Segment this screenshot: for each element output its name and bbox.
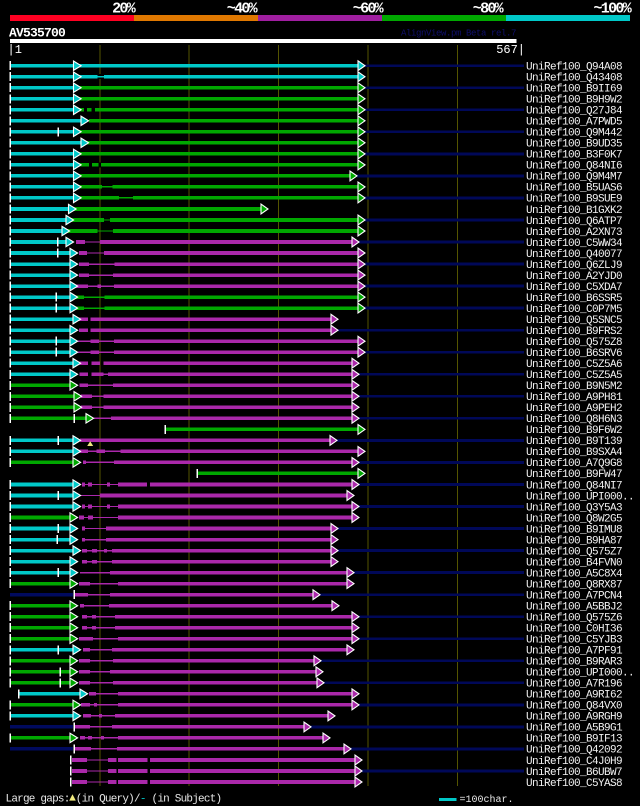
svg-text:UniRef100_B6SSR5: UniRef100_B6SSR5 xyxy=(526,293,622,305)
svg-text:UniRef100_C0P7M5: UniRef100_C0P7M5 xyxy=(526,304,622,316)
svg-text:UniRef100_Q43408: UniRef100_Q43408 xyxy=(526,73,622,85)
svg-text:UniRef100_C5Z5A5: UniRef100_C5Z5A5 xyxy=(526,370,622,382)
svg-text:UniRef100_Q5SNC5: UniRef100_Q5SNC5 xyxy=(526,315,622,327)
svg-text:UniRef100_B5UAS6: UniRef100_B5UAS6 xyxy=(526,183,622,195)
svg-text:UniRef100_B9H9W2: UniRef100_B9H9W2 xyxy=(526,95,622,107)
svg-text:UniRef100_B9SXA4: UniRef100_B9SXA4 xyxy=(526,447,623,459)
svg-text:UniRef100_Q6ZLJ9: UniRef100_Q6ZLJ9 xyxy=(526,260,622,272)
svg-text:AlignView.pm Beta rel.7: AlignView.pm Beta rel.7 xyxy=(401,29,516,39)
svg-text:UniRef100_B9FRS2: UniRef100_B9FRS2 xyxy=(526,326,622,338)
svg-text:UniRef100_C0HI36: UniRef100_C0HI36 xyxy=(526,624,622,636)
svg-text:UniRef100_Q575Z6: UniRef100_Q575Z6 xyxy=(526,613,622,625)
svg-text:UniRef100_C5YJB3: UniRef100_C5YJB3 xyxy=(526,635,622,647)
svg-text:UniRef100_A5B9G1: UniRef100_A5B9G1 xyxy=(526,723,623,735)
svg-text:UniRef100_Q27J84: UniRef100_Q27J84 xyxy=(526,106,623,118)
svg-text:~40%: ~40% xyxy=(227,0,259,17)
svg-text:UniRef100_A7R196: UniRef100_A7R196 xyxy=(526,679,622,691)
svg-text:UniRef100_A9RI62: UniRef100_A9RI62 xyxy=(526,690,622,702)
svg-text:UniRef100_B3F0K7: UniRef100_B3F0K7 xyxy=(526,150,622,162)
svg-text:UniRef100_B9IMU8: UniRef100_B9IMU8 xyxy=(526,524,622,536)
svg-text:UniRef100_Q84NI6: UniRef100_Q84NI6 xyxy=(526,161,622,173)
svg-text:UniRef100_A7Q9G8: UniRef100_A7Q9G8 xyxy=(526,458,622,470)
svg-text:UniRef100_Q9M442: UniRef100_Q9M442 xyxy=(526,128,622,140)
svg-text:UniRef100_A9RGH9: UniRef100_A9RGH9 xyxy=(526,712,622,724)
svg-text:567|: 567| xyxy=(496,43,525,57)
svg-text:UniRef100_Q9M4M7: UniRef100_Q9M4M7 xyxy=(526,172,622,184)
svg-text:|1: |1 xyxy=(8,43,22,57)
svg-text:UniRef100_C5Z5A6: UniRef100_C5Z5A6 xyxy=(526,359,622,371)
svg-text:UniRef100_Q8H6N3: UniRef100_Q8H6N3 xyxy=(526,414,622,426)
svg-text:UniRef100_C5XDA7: UniRef100_C5XDA7 xyxy=(526,282,622,294)
svg-text:UniRef100_A9PH81: UniRef100_A9PH81 xyxy=(526,392,623,404)
svg-text:UniRef100_B1GXK2: UniRef100_B1GXK2 xyxy=(526,205,622,217)
svg-text:UniRef100_Q575Z8: UniRef100_Q575Z8 xyxy=(526,337,622,349)
svg-text:UniRef100_B9II69: UniRef100_B9II69 xyxy=(526,84,622,96)
svg-text:UniRef100_A2YJD0: UniRef100_A2YJD0 xyxy=(526,271,622,283)
svg-text:20%: 20% xyxy=(112,0,137,17)
svg-text:UniRef100_Q84NI7: UniRef100_Q84NI7 xyxy=(526,480,622,492)
svg-text:UniRef100_B6UBW7: UniRef100_B6UBW7 xyxy=(526,767,622,779)
svg-text:UniRef100_A9PEH2: UniRef100_A9PEH2 xyxy=(526,403,622,415)
svg-text:UniRef100_B9HA87: UniRef100_B9HA87 xyxy=(526,535,622,547)
svg-text:UniRef100_A5BBJ2: UniRef100_A5BBJ2 xyxy=(526,602,622,614)
svg-text:UniRef100_B9F6W2: UniRef100_B9F6W2 xyxy=(526,425,622,437)
svg-text:UniRef100_C4J0H9: UniRef100_C4J0H9 xyxy=(526,756,622,768)
svg-text:=100char.: =100char. xyxy=(460,794,514,806)
svg-text:UniRef100_Q40077: UniRef100_Q40077 xyxy=(526,249,622,261)
svg-text:UniRef100_B9RAR3: UniRef100_B9RAR3 xyxy=(526,657,622,669)
svg-text:~60%: ~60% xyxy=(353,0,385,17)
svg-text:~80%: ~80% xyxy=(473,0,505,17)
svg-text:UniRef100_A7PF91: UniRef100_A7PF91 xyxy=(526,646,623,658)
svg-text:UniRef100_A2XN73: UniRef100_A2XN73 xyxy=(526,227,622,239)
svg-text:UniRef100_Q42092: UniRef100_Q42092 xyxy=(526,745,622,757)
svg-text:UniRef100_C5WW34: UniRef100_C5WW34 xyxy=(526,238,623,250)
svg-text:UniRef100_Q8W2G5: UniRef100_Q8W2G5 xyxy=(526,513,622,525)
svg-text:UniRef100_UPI000..: UniRef100_UPI000.. xyxy=(526,491,634,503)
svg-text:UniRef100_B9T139: UniRef100_B9T139 xyxy=(526,436,622,448)
svg-text:(in Query)/- (in Subject): (in Query)/- (in Subject) xyxy=(76,794,222,806)
svg-text:UniRef100_Q575Z7: UniRef100_Q575Z7 xyxy=(526,546,622,558)
svg-text:UniRef100_UPI000..: UniRef100_UPI000.. xyxy=(526,668,634,680)
svg-text:UniRef100_Q94A08: UniRef100_Q94A08 xyxy=(526,62,622,74)
svg-text:UniRef100_B9IF13: UniRef100_B9IF13 xyxy=(526,734,622,746)
svg-text:UniRef100_Q84VX0: UniRef100_Q84VX0 xyxy=(526,701,622,713)
svg-text:UniRef100_B9FW47: UniRef100_B9FW47 xyxy=(526,469,622,481)
svg-text:UniRef100_A7PCN4: UniRef100_A7PCN4 xyxy=(526,591,623,603)
svg-text:UniRef100_B9SUE9: UniRef100_B9SUE9 xyxy=(526,194,622,206)
svg-text:UniRef100_A7PWD5: UniRef100_A7PWD5 xyxy=(526,117,622,129)
svg-text:UniRef100_B9UD35: UniRef100_B9UD35 xyxy=(526,139,622,151)
svg-text:UniRef100_Q8RX87: UniRef100_Q8RX87 xyxy=(526,579,622,591)
svg-text:~100%: ~100% xyxy=(593,0,632,17)
svg-text:UniRef100_B4FVN0: UniRef100_B4FVN0 xyxy=(526,557,622,569)
svg-text:AV535700: AV535700 xyxy=(9,26,66,41)
svg-text:UniRef100_A5C8X4: UniRef100_A5C8X4 xyxy=(526,568,623,580)
svg-text:UniRef100_Q3Y5A3: UniRef100_Q3Y5A3 xyxy=(526,502,622,514)
svg-text:Large gaps:: Large gaps: xyxy=(6,794,70,806)
svg-text:UniRef100_C5YAS8: UniRef100_C5YAS8 xyxy=(526,778,622,790)
svg-text:UniRef100_B6SRV6: UniRef100_B6SRV6 xyxy=(526,348,622,360)
svg-text:UniRef100_B9N5M2: UniRef100_B9N5M2 xyxy=(526,381,622,393)
svg-text:UniRef100_Q6ATP7: UniRef100_Q6ATP7 xyxy=(526,216,622,228)
